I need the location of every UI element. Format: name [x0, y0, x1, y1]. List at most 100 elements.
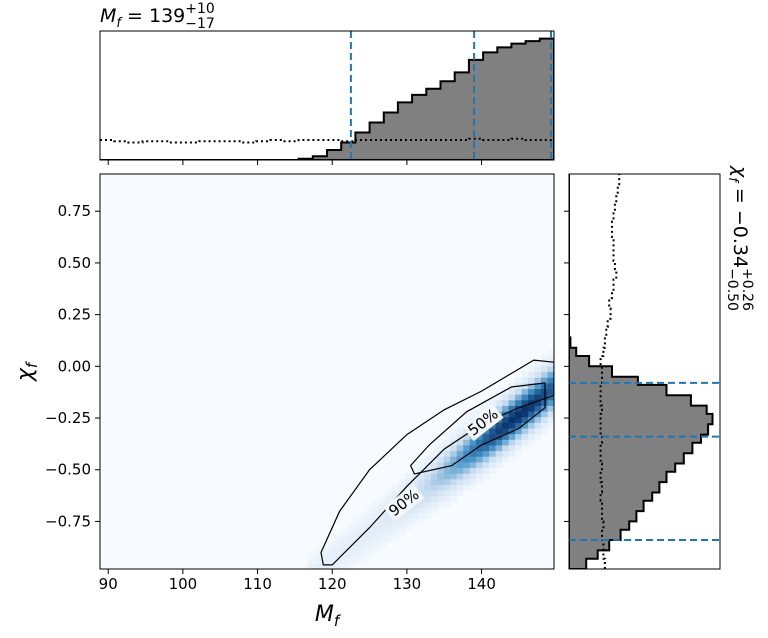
y-axis-label: χf — [13, 360, 41, 382]
density-cell — [417, 478, 425, 485]
density-cell — [352, 540, 361, 548]
density-cell — [528, 382, 536, 390]
density-cell — [476, 478, 484, 485]
density-cell — [528, 433, 536, 440]
top-title-plus: +10 — [185, 1, 215, 17]
density-cell — [528, 365, 536, 373]
density-cell — [469, 461, 477, 469]
density-cell — [476, 473, 484, 480]
y-tick-label: −0.25 — [45, 409, 91, 427]
density-cell — [495, 439, 503, 446]
density-cell — [508, 382, 516, 390]
x-tick-label: 140 — [467, 575, 496, 593]
density-cell — [314, 557, 322, 564]
density-cell — [372, 506, 380, 514]
density-cell — [378, 518, 386, 525]
density-cell — [508, 405, 516, 412]
density-cell — [398, 518, 406, 525]
density-cell — [327, 540, 335, 548]
density-cell — [547, 405, 554, 412]
density-cell — [398, 523, 406, 531]
density-cell — [469, 411, 477, 418]
density-cell — [352, 518, 361, 525]
right-title-plus: +0.26 — [739, 268, 755, 311]
density-cell — [495, 461, 503, 469]
density-cell — [417, 512, 425, 519]
density-cell — [437, 456, 445, 463]
density-cell — [372, 501, 380, 508]
density-cell — [417, 506, 425, 514]
density-cell — [534, 405, 542, 412]
density-cell — [437, 439, 445, 446]
density-cell — [417, 467, 425, 474]
density-cell — [521, 433, 529, 440]
density-cell — [541, 371, 549, 378]
density-cell — [443, 461, 451, 469]
density-cell — [541, 360, 549, 367]
density-cell — [385, 490, 393, 497]
density-cell — [528, 394, 536, 401]
density-cell — [378, 495, 386, 502]
density-cell — [482, 467, 490, 474]
density-cell — [424, 478, 432, 485]
density-cell — [327, 563, 335, 569]
density-cell — [521, 377, 529, 384]
density-cell — [314, 552, 322, 559]
density-cell — [391, 523, 399, 531]
top-title-sub: f — [116, 16, 123, 31]
density-cell — [515, 422, 523, 429]
density-cell — [443, 501, 451, 508]
density-cell — [521, 399, 529, 406]
density-cell — [502, 456, 510, 463]
density-cell — [534, 377, 542, 384]
density-cell — [515, 450, 523, 457]
density-cell — [404, 523, 412, 531]
density-cell — [404, 512, 412, 519]
density-cell — [450, 484, 458, 491]
density-cell — [463, 461, 471, 469]
density-cell — [528, 411, 536, 418]
density-cell — [502, 433, 510, 440]
density-cell — [450, 461, 458, 469]
density-cell — [437, 461, 445, 469]
top-posterior-histogram — [100, 37, 554, 160]
density-cell — [508, 416, 516, 423]
density-cell — [469, 478, 477, 485]
density-cell — [495, 388, 503, 395]
y-label-sub: f — [23, 360, 41, 368]
density-cell — [456, 478, 464, 485]
right-title-minus: −0.50 — [724, 268, 740, 311]
density-cell — [489, 461, 497, 469]
density-cell — [391, 484, 399, 491]
density-cell — [547, 422, 554, 429]
density-cell — [404, 473, 412, 480]
right-marginal-content — [569, 174, 720, 569]
density-cell — [346, 552, 354, 559]
density-cell — [327, 546, 335, 553]
density-cell — [385, 535, 393, 542]
density-cell — [528, 427, 536, 435]
density-cell — [398, 529, 406, 536]
density-cell — [437, 495, 445, 502]
density-cell — [463, 444, 471, 452]
density-cell — [417, 461, 425, 469]
density-cell — [391, 518, 399, 525]
contour-label-90-bg — [383, 484, 425, 522]
density-cell — [502, 422, 510, 429]
density-cell — [482, 473, 490, 480]
x-axis-label: Mf — [315, 602, 342, 630]
density-cell — [534, 427, 542, 435]
density-cell — [476, 405, 484, 412]
density-cell — [333, 540, 341, 548]
density-cell — [528, 377, 536, 384]
density-cell — [515, 405, 523, 412]
density-cell — [424, 506, 432, 514]
density-cell — [541, 411, 549, 418]
density-cell — [469, 467, 477, 474]
density-cell — [352, 523, 361, 531]
density-cell — [372, 529, 380, 536]
density-cell — [424, 484, 432, 491]
density-cell — [502, 399, 510, 406]
density-cell — [547, 365, 554, 373]
contour-50 — [409, 382, 546, 475]
